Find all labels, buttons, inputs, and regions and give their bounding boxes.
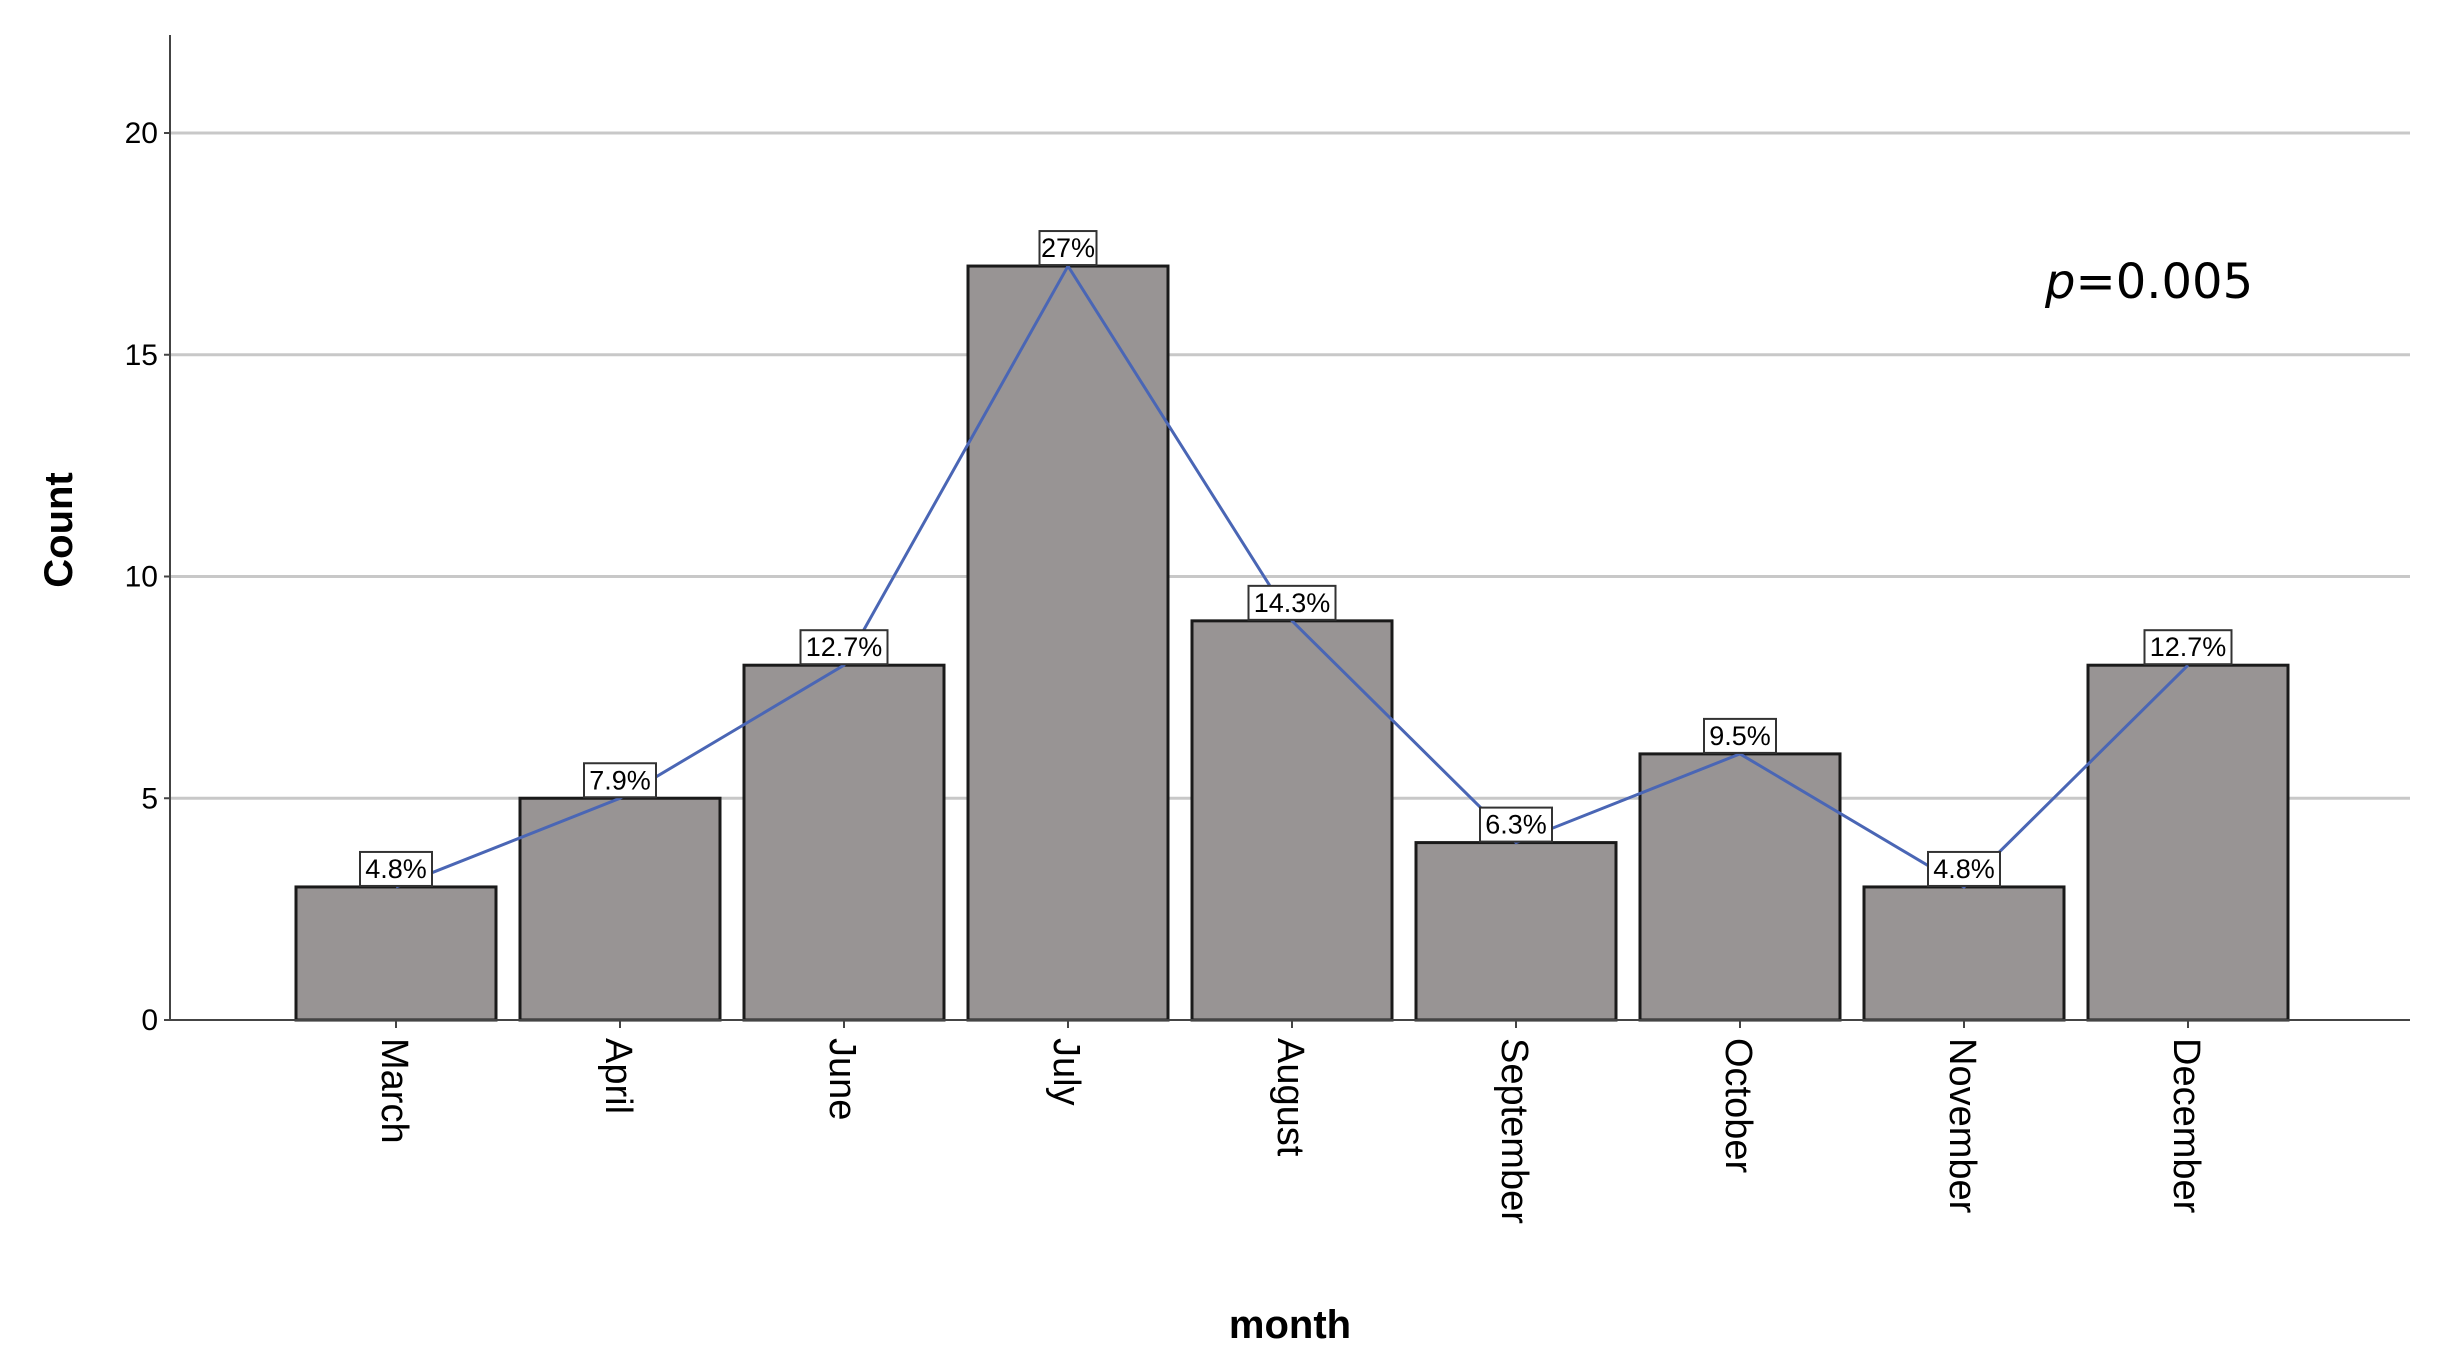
x-category-label-august: August [1269,1038,1311,1157]
data-label-july: 27% [1038,230,1098,267]
bar-june [742,663,946,1022]
data-label-text: 4.8% [365,854,427,884]
bar-november [1862,885,2066,1022]
x-category-label-march: March [373,1038,415,1144]
bar-september [1414,841,1618,1022]
data-label-text: 12.7% [806,632,883,662]
data-label-text: 27% [1041,233,1095,263]
x-category-labels: March April June July August September October… [373,1020,2207,1224]
bar-march [294,885,498,1022]
x-category-label-november: November [1941,1038,1983,1214]
data-label-box [1247,584,1337,621]
data-label-september: 6.3% [1479,806,1553,843]
data-label-box [1038,230,1098,267]
x-category-label-september: September [1493,1038,1535,1224]
x-category-label-december: December [2165,1038,2207,1214]
bar-april [518,796,722,1022]
data-label-june: 12.7% [799,629,889,666]
x-category-label-april: April [597,1038,639,1114]
axes [169,35,2410,1021]
data-label-text: 7.9% [589,765,651,795]
data-label-box [2143,629,2233,666]
data-label-box [359,850,433,887]
bar-august [1190,619,1394,1022]
data-label-november: 4.8% [1927,850,2001,887]
bars [294,264,2290,1022]
data-label-text: 9.5% [1709,721,1771,751]
x-category-label-july: July [1045,1038,1087,1106]
y-tick-label-10: 10 [125,561,158,594]
data-label-box [1703,717,1777,754]
y-tick-label-15: 15 [125,339,158,372]
bar-july [966,264,1170,1022]
y-tick-label-5: 5 [141,782,158,815]
p-value: =0.005 [2075,254,2253,310]
data-labels: 4.8% 7.9% 12.7% 27% 14.3% 6.3% 9.5% 4.8% 12.7% [359,230,2233,887]
bar-december [2086,663,2290,1022]
data-label-text: 4.8% [1933,854,1995,884]
data-label-box [583,762,657,799]
p-symbol: p [2044,254,2075,310]
x-category-label-june: June [821,1038,863,1120]
data-label-box [1479,806,1553,843]
y-tick-label-0: 0 [141,1004,158,1037]
y-axis-title: Count [37,472,81,588]
data-label-box [1927,850,2001,887]
data-label-text: 6.3% [1485,810,1547,840]
data-label-april: 7.9% [583,762,657,799]
data-label-october: 9.5% [1703,717,1777,754]
p-value-annotation: p=0.005 [2044,254,2253,310]
data-label-december: 12.7% [2143,629,2233,666]
data-label-box [799,629,889,666]
y-tick-label-20: 20 [125,117,158,150]
y-ticks: 0 5 10 15 20 [125,117,170,1037]
data-label-march: 4.8% [359,850,433,887]
data-label-august: 14.3% [1247,584,1337,621]
data-label-text: 12.7% [2150,632,2227,662]
data-label-text: 14.3% [1254,588,1331,618]
x-category-label-october: October [1717,1038,1759,1174]
x-axis-title: month [1229,1303,1351,1347]
